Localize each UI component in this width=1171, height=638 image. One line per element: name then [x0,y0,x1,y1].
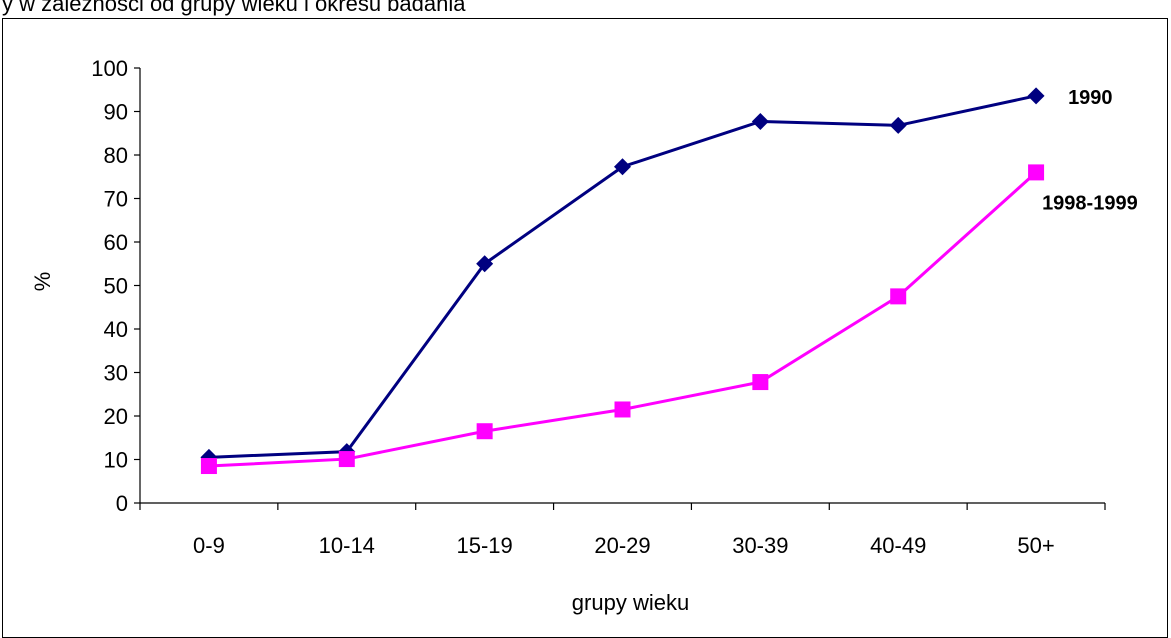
data-point-diamond [889,116,907,134]
data-point-square [890,288,907,305]
y-tick-label: 100 [91,56,128,81]
series-1: 1998-1999 [200,164,1138,475]
data-point-square [338,451,355,468]
series-line [208,171,1038,468]
series-label: 1998-1999 [1042,192,1138,214]
series-layer: 1990 1998-1999 [200,87,1138,475]
data-point-square [476,423,493,440]
x-tick-label: 15-19 [457,533,513,558]
x-tick-label: 10-14 [319,533,375,558]
data-point-diamond [614,158,631,176]
x-axis-title: grupy wieku [572,590,689,615]
y-axis-title: % [30,272,55,292]
data-point-square [200,458,217,475]
chart-axes [139,68,1105,504]
y-tick-label: 80 [104,143,128,168]
x-tick-label: 20-29 [594,533,650,558]
y-tick-label: 30 [104,361,128,386]
x-tick-label: 0-9 [193,533,225,558]
series-0: 1990 [200,87,1113,466]
data-point-diamond [751,113,769,131]
y-axis-ticks: 0 10 20 30 40 50 60 70 80 90 100 [91,56,140,516]
series-label: 1990 [1068,87,1113,109]
x-tick-label: 40-49 [870,533,926,558]
line-chart: 0 10 20 30 40 50 60 70 80 90 100 0-9 10-14 15-19 20-2… [30,56,1138,615]
data-point-square [1028,164,1045,181]
y-tick-label: 60 [104,230,128,255]
data-point-square [614,401,631,418]
y-tick-label: 10 [104,448,128,473]
data-point-diamond [476,255,494,273]
data-point-diamond [1027,87,1045,105]
x-tick-label: 30-39 [732,533,788,558]
y-tick-label: 90 [104,100,128,125]
data-point-square [752,374,769,391]
chart-frame [2,18,1168,638]
y-tick-label: 70 [104,187,128,212]
y-tick-label: 20 [104,404,128,429]
y-tick-label: 40 [104,317,128,342]
chart-caption: y w zależności od grupy wieku i okresu b… [2,0,466,16]
x-tick-label: 50+ [1017,533,1054,558]
y-tick-label: 50 [104,274,128,299]
x-axis-ticks: 0-9 10-14 15-19 20-29 30-39 40-49 50+ [139,503,1106,558]
y-tick-label: 0 [116,491,128,516]
